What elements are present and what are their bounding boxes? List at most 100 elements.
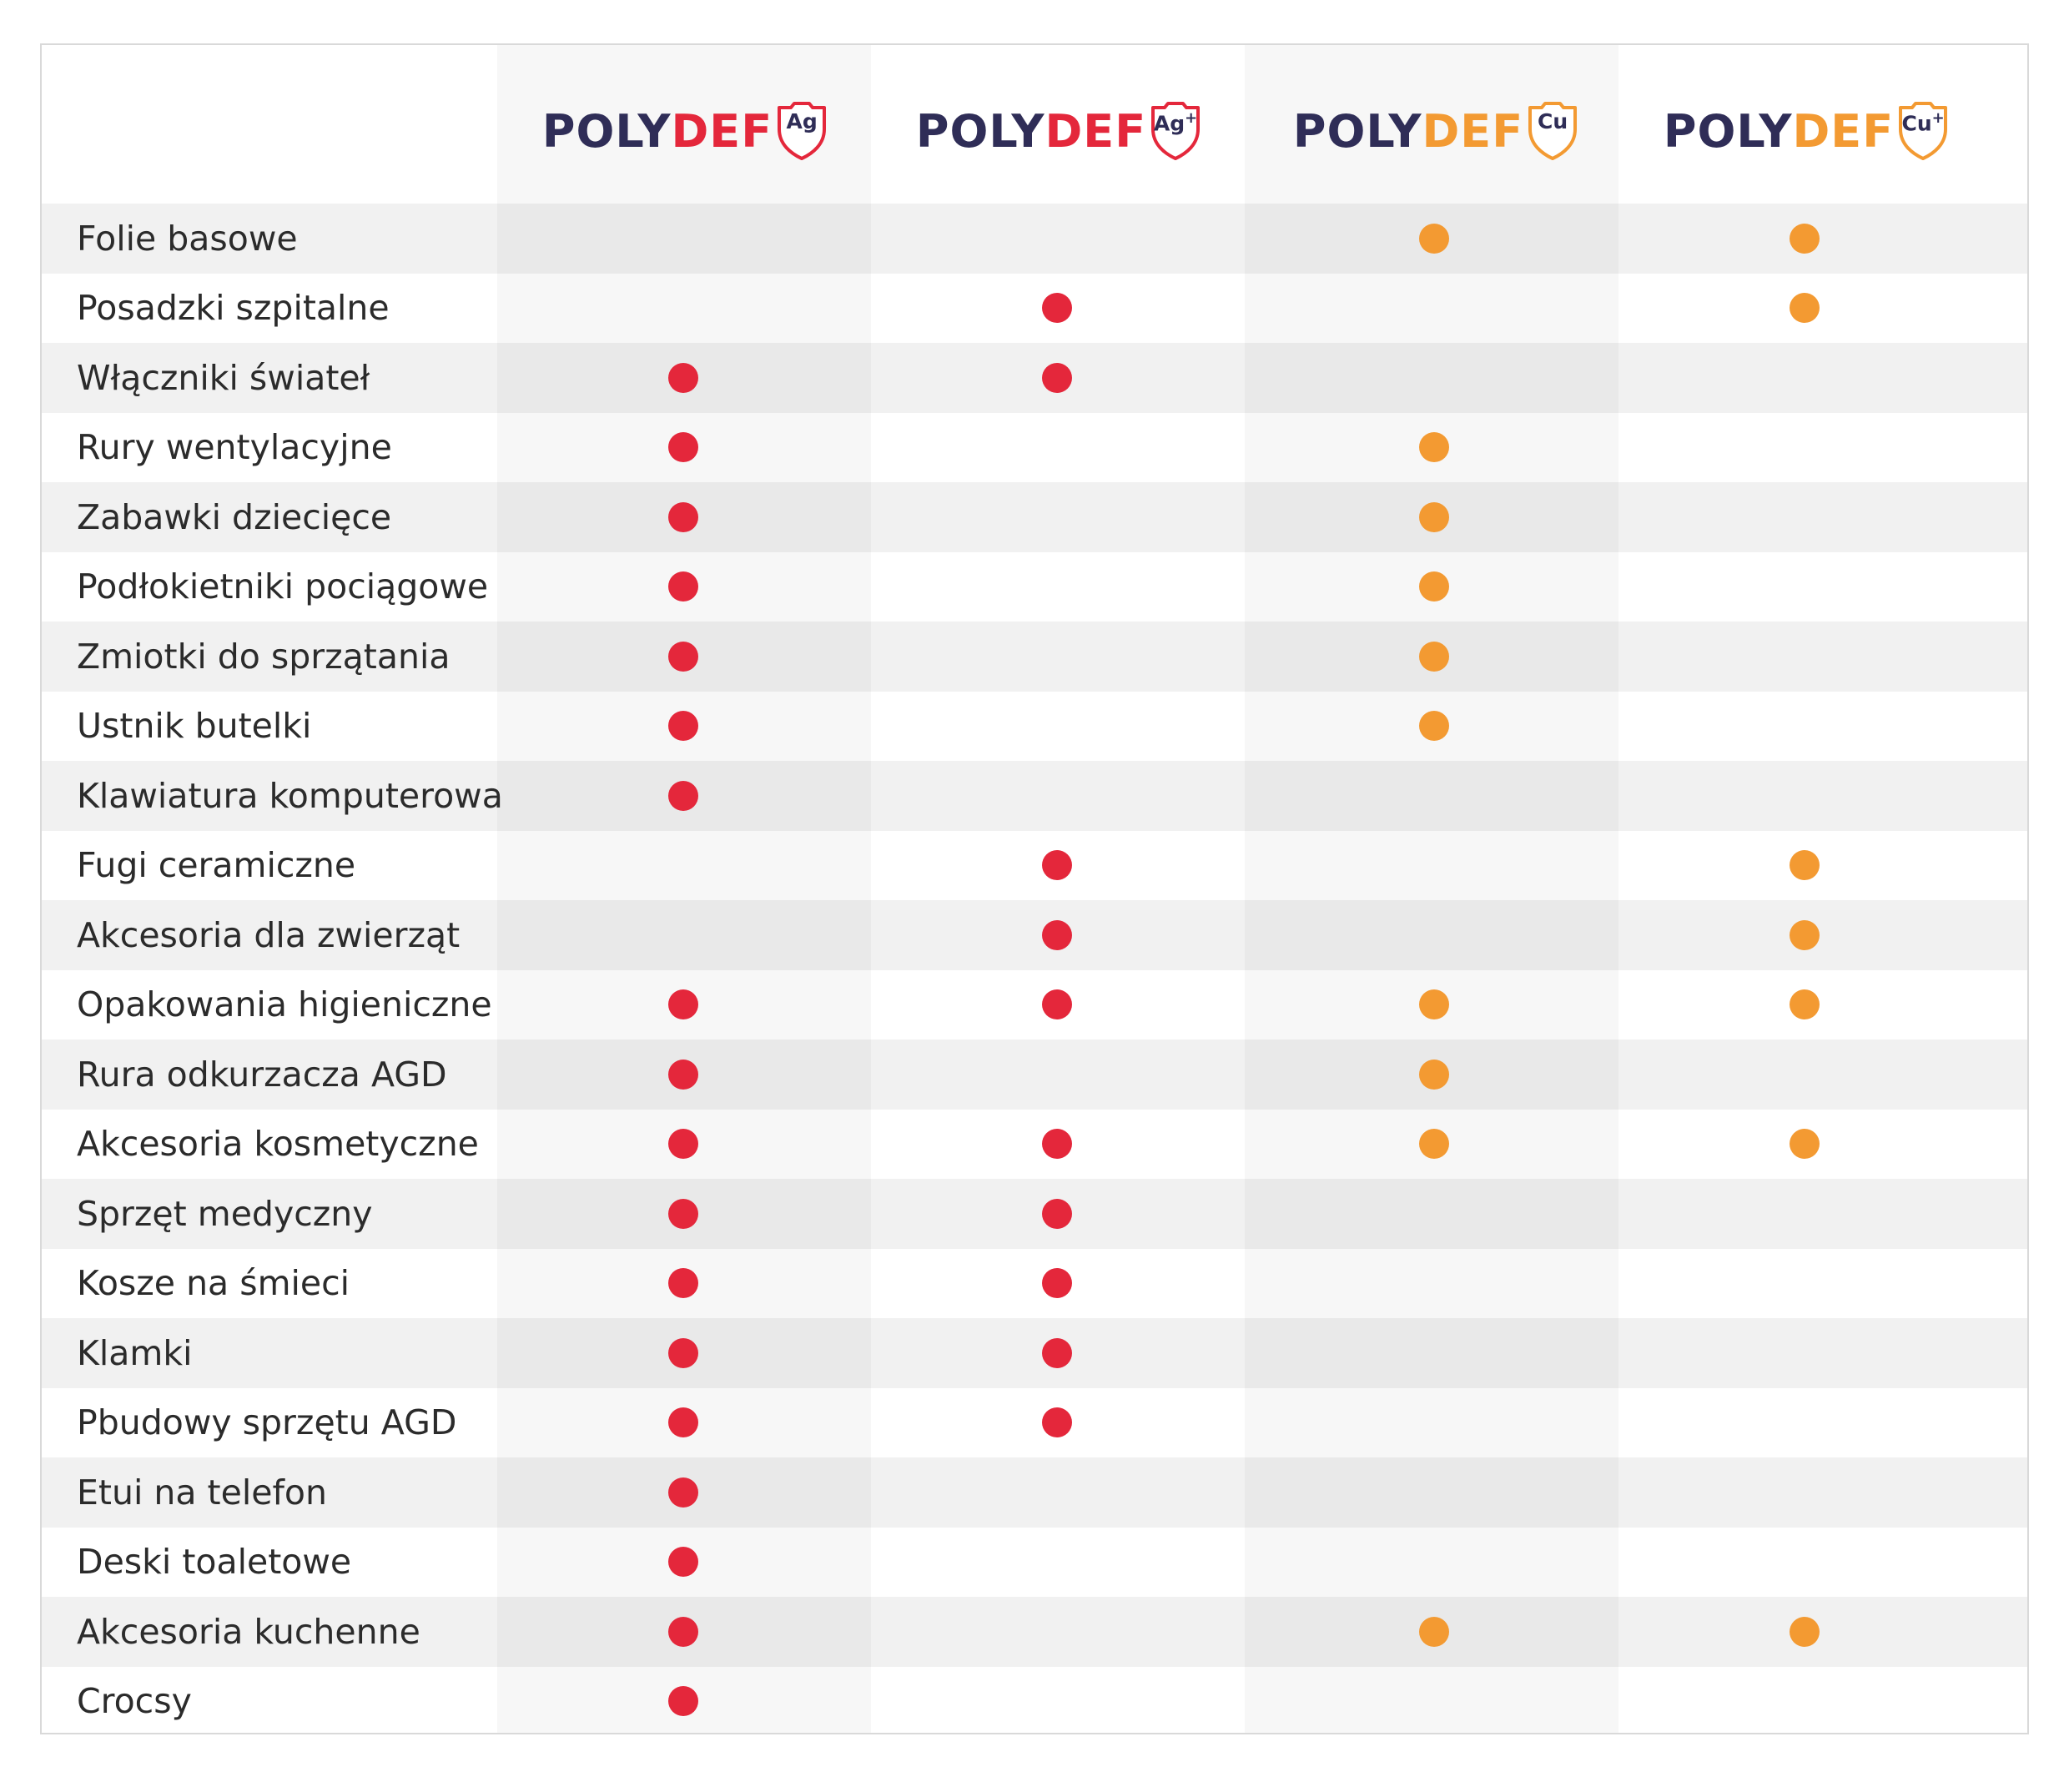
logo-suffix-text: DEF — [1422, 104, 1524, 158]
table-row: Klamki — [42, 1318, 2027, 1388]
table-row: Podłokietniki pociągowe — [42, 552, 2027, 622]
row-label: Opakowania higieniczne — [77, 984, 492, 1025]
shield-icon: Cu — [1527, 101, 1578, 161]
table-body: Folie basowe Posadzki szpitalne Włączniki … — [42, 204, 2027, 1736]
row-label: Pbudowy sprzętu AGD — [77, 1402, 457, 1443]
table-row: Klawiatura komputerowa — [42, 761, 2027, 831]
ag-dot-icon — [668, 1407, 698, 1438]
logo-brand-text: POLY — [915, 104, 1045, 158]
column-tint — [1245, 45, 1618, 1733]
table-row: Rura odkurzacza AGD — [42, 1039, 2027, 1110]
table-row: Zabawki dziecięce — [42, 482, 2027, 552]
row-label: Klamki — [77, 1332, 193, 1373]
cu-dot-icon — [1419, 432, 1449, 463]
cu-dot-icon — [1790, 919, 1820, 950]
shield-element-symbol: Cu — [1901, 111, 1932, 136]
row-label: Ustnik butelki — [77, 706, 312, 747]
table-row: Folie basowe — [42, 204, 2027, 274]
ag-dot-icon — [1042, 1129, 1072, 1160]
row-label: Akcesoria kosmetyczne — [77, 1124, 479, 1165]
ag-dot-icon — [668, 1616, 698, 1647]
row-label: Włączniki świateł — [77, 357, 370, 398]
cu-dot-icon — [1419, 1616, 1449, 1647]
shield-element-symbol: Cu — [1538, 109, 1568, 133]
ag-dot-icon — [1042, 989, 1072, 1020]
ag-dot-icon — [668, 1547, 698, 1578]
table-row: Opakowania higieniczne — [42, 970, 2027, 1040]
row-label: Sprzęt medyczny — [77, 1193, 373, 1234]
ag-dot-icon — [668, 1129, 698, 1160]
table-row: Włączniki świateł — [42, 343, 2027, 413]
ag-dot-icon — [668, 989, 698, 1020]
cu-dot-icon — [1790, 1129, 1820, 1160]
table-row: Crocsy — [42, 1667, 2027, 1737]
table-row: Akcesoria dla zwierząt — [42, 900, 2027, 970]
table-row: Akcesoria kosmetyczne — [42, 1110, 2027, 1180]
logo-brand-text: POLY — [1292, 104, 1422, 158]
product-logo-ag-plus: POLY DEF Ag+ — [900, 93, 1217, 169]
ag-dot-icon — [668, 432, 698, 463]
comparison-table: POLY DEF Ag POLY DEF Ag+ POLY DEF Cu POLY DEF Cu+ F… — [40, 43, 2029, 1734]
row-label: Deski toaletowe — [77, 1542, 352, 1583]
product-logo-ag: POLY DEF Ag — [526, 93, 843, 169]
cu-dot-icon — [1790, 223, 1820, 254]
cu-dot-icon — [1419, 1059, 1449, 1090]
ag-dot-icon — [668, 501, 698, 532]
table-row: Deski toaletowe — [42, 1528, 2027, 1598]
shield-badge-text: Cu — [1527, 109, 1578, 133]
ag-dot-icon — [668, 641, 698, 672]
product-logo-cu-plus: POLY DEF Cu+ — [1648, 93, 1965, 169]
row-label: Folie basowe — [77, 218, 298, 259]
table-row: Rury wentylacyjne — [42, 413, 2027, 483]
shield-icon: Ag — [776, 101, 828, 161]
row-label: Posadzki szpitalne — [77, 288, 390, 329]
shield-badge-text: Ag — [776, 109, 828, 133]
cu-dot-icon — [1419, 223, 1449, 254]
ag-dot-icon — [1042, 1198, 1072, 1229]
shield-icon: Ag+ — [1150, 101, 1201, 161]
product-logo-cu: POLY DEF Cu — [1277, 93, 1594, 169]
row-label: Crocsy — [77, 1681, 192, 1722]
row-label: Podłokietniki pociągowe — [77, 566, 489, 607]
cu-dot-icon — [1790, 989, 1820, 1020]
row-label: Kosze na śmieci — [77, 1263, 350, 1304]
ag-dot-icon — [668, 571, 698, 602]
cu-dot-icon — [1419, 711, 1449, 742]
ag-dot-icon — [668, 711, 698, 742]
ag-dot-icon — [668, 1337, 698, 1368]
logo-suffix-text: DEF — [1045, 104, 1147, 158]
cu-dot-icon — [1790, 293, 1820, 324]
shield-icon: Cu+ — [1897, 101, 1949, 161]
cu-dot-icon — [1419, 989, 1449, 1020]
logo-suffix-text: DEF — [1792, 104, 1895, 158]
ag-dot-icon — [1042, 1337, 1072, 1368]
shield-badge-text: Ag+ — [1150, 109, 1201, 135]
logo-suffix-text: DEF — [671, 104, 773, 158]
ag-dot-icon — [1042, 919, 1072, 950]
cu-dot-icon — [1419, 1129, 1449, 1160]
table-header: POLY DEF Ag POLY DEF Ag+ POLY DEF Cu POLY DEF Cu+ — [42, 45, 2027, 204]
row-label: Zmiotki do sprzątania — [77, 636, 451, 677]
cu-dot-icon — [1790, 1616, 1820, 1647]
row-label: Zabawki dziecięce — [77, 496, 392, 537]
ag-dot-icon — [668, 1268, 698, 1299]
shield-element-symbol: Ag — [786, 109, 818, 133]
ag-dot-icon — [668, 1686, 698, 1717]
ag-dot-icon — [1042, 1407, 1072, 1438]
table-row: Zmiotki do sprzątania — [42, 622, 2027, 692]
cu-dot-icon — [1419, 641, 1449, 672]
ag-dot-icon — [668, 1059, 698, 1090]
cu-dot-icon — [1419, 571, 1449, 602]
ag-dot-icon — [1042, 362, 1072, 393]
table-row: Kosze na śmieci — [42, 1249, 2027, 1319]
table-row: Ustnik butelki — [42, 692, 2027, 762]
ag-dot-icon — [668, 780, 698, 811]
row-label: Rury wentylacyjne — [77, 427, 392, 468]
row-label: Etui na telefon — [77, 1472, 327, 1513]
table-row: Etui na telefon — [42, 1457, 2027, 1528]
shield-badge-text: Cu+ — [1897, 109, 1949, 135]
logo-brand-text: POLY — [541, 104, 672, 158]
row-label: Akcesoria dla zwierząt — [77, 914, 461, 955]
column-tint — [497, 45, 871, 1733]
row-label: Akcesoria kuchenne — [77, 1611, 420, 1652]
